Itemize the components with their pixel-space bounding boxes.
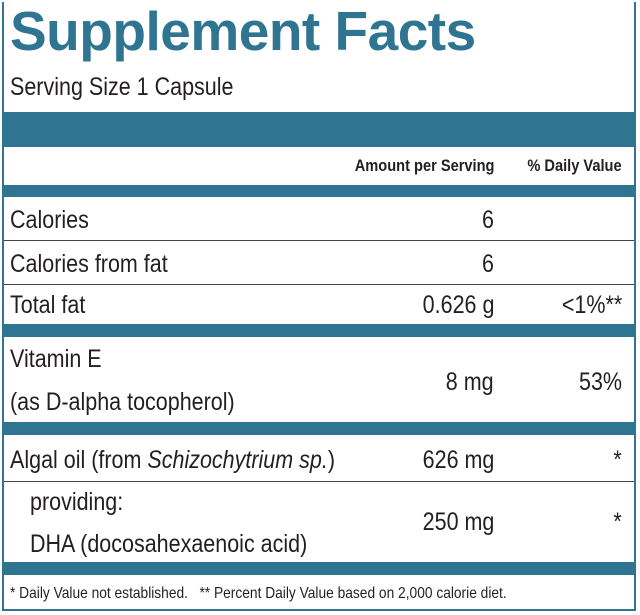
row-amount: 8 mg bbox=[446, 368, 494, 396]
serving-size: Serving Size 1 Capsule bbox=[10, 73, 234, 101]
row-amount: 6 bbox=[482, 250, 494, 278]
row-amount: 250 mg bbox=[422, 508, 494, 536]
bottom-border bbox=[4, 609, 634, 611]
row-label: Calories from fat bbox=[10, 250, 168, 278]
band bbox=[4, 112, 634, 147]
label-italic: Schizochytrium sp. bbox=[147, 446, 328, 474]
row-sublabel: DHA (docosahexaenoic acid) bbox=[30, 530, 308, 558]
row-label: Total fat bbox=[10, 291, 86, 319]
row-label: providing: bbox=[30, 488, 124, 516]
row-dv: 53% bbox=[578, 368, 622, 396]
divider bbox=[4, 240, 634, 241]
row-sublabel: (as D-alpha tocopherol) bbox=[10, 388, 235, 416]
col-dv: % Daily Value bbox=[527, 156, 622, 175]
row-label: Calories bbox=[10, 206, 89, 234]
label-text: ) bbox=[327, 446, 335, 474]
row-dv: * bbox=[613, 446, 622, 474]
footnote-double-star: ** Percent Daily Value based on 2,000 ca… bbox=[199, 585, 507, 602]
divider bbox=[4, 481, 634, 482]
divider bbox=[4, 284, 634, 285]
row-label: Vitamin E bbox=[10, 345, 102, 373]
row-amount: 6 bbox=[482, 206, 494, 234]
row-dv: <1%** bbox=[561, 291, 622, 319]
row-dv: * bbox=[613, 508, 622, 536]
row-amount: 626 mg bbox=[422, 446, 494, 474]
row-label: Algal oil (from Schizochytrium sp.) bbox=[10, 448, 335, 473]
band bbox=[4, 562, 634, 575]
band bbox=[4, 185, 634, 197]
band bbox=[4, 324, 634, 337]
footnote-star: * Daily Value not established. bbox=[10, 585, 188, 602]
title: Supplement Facts bbox=[10, 0, 476, 62]
col-amount: Amount per Serving bbox=[354, 156, 494, 175]
row-amount: 0.626 g bbox=[422, 291, 494, 319]
band bbox=[4, 422, 634, 435]
footnote: * Daily Value not established. ** Percen… bbox=[10, 586, 507, 602]
label-text: Algal oil (from bbox=[10, 446, 148, 474]
